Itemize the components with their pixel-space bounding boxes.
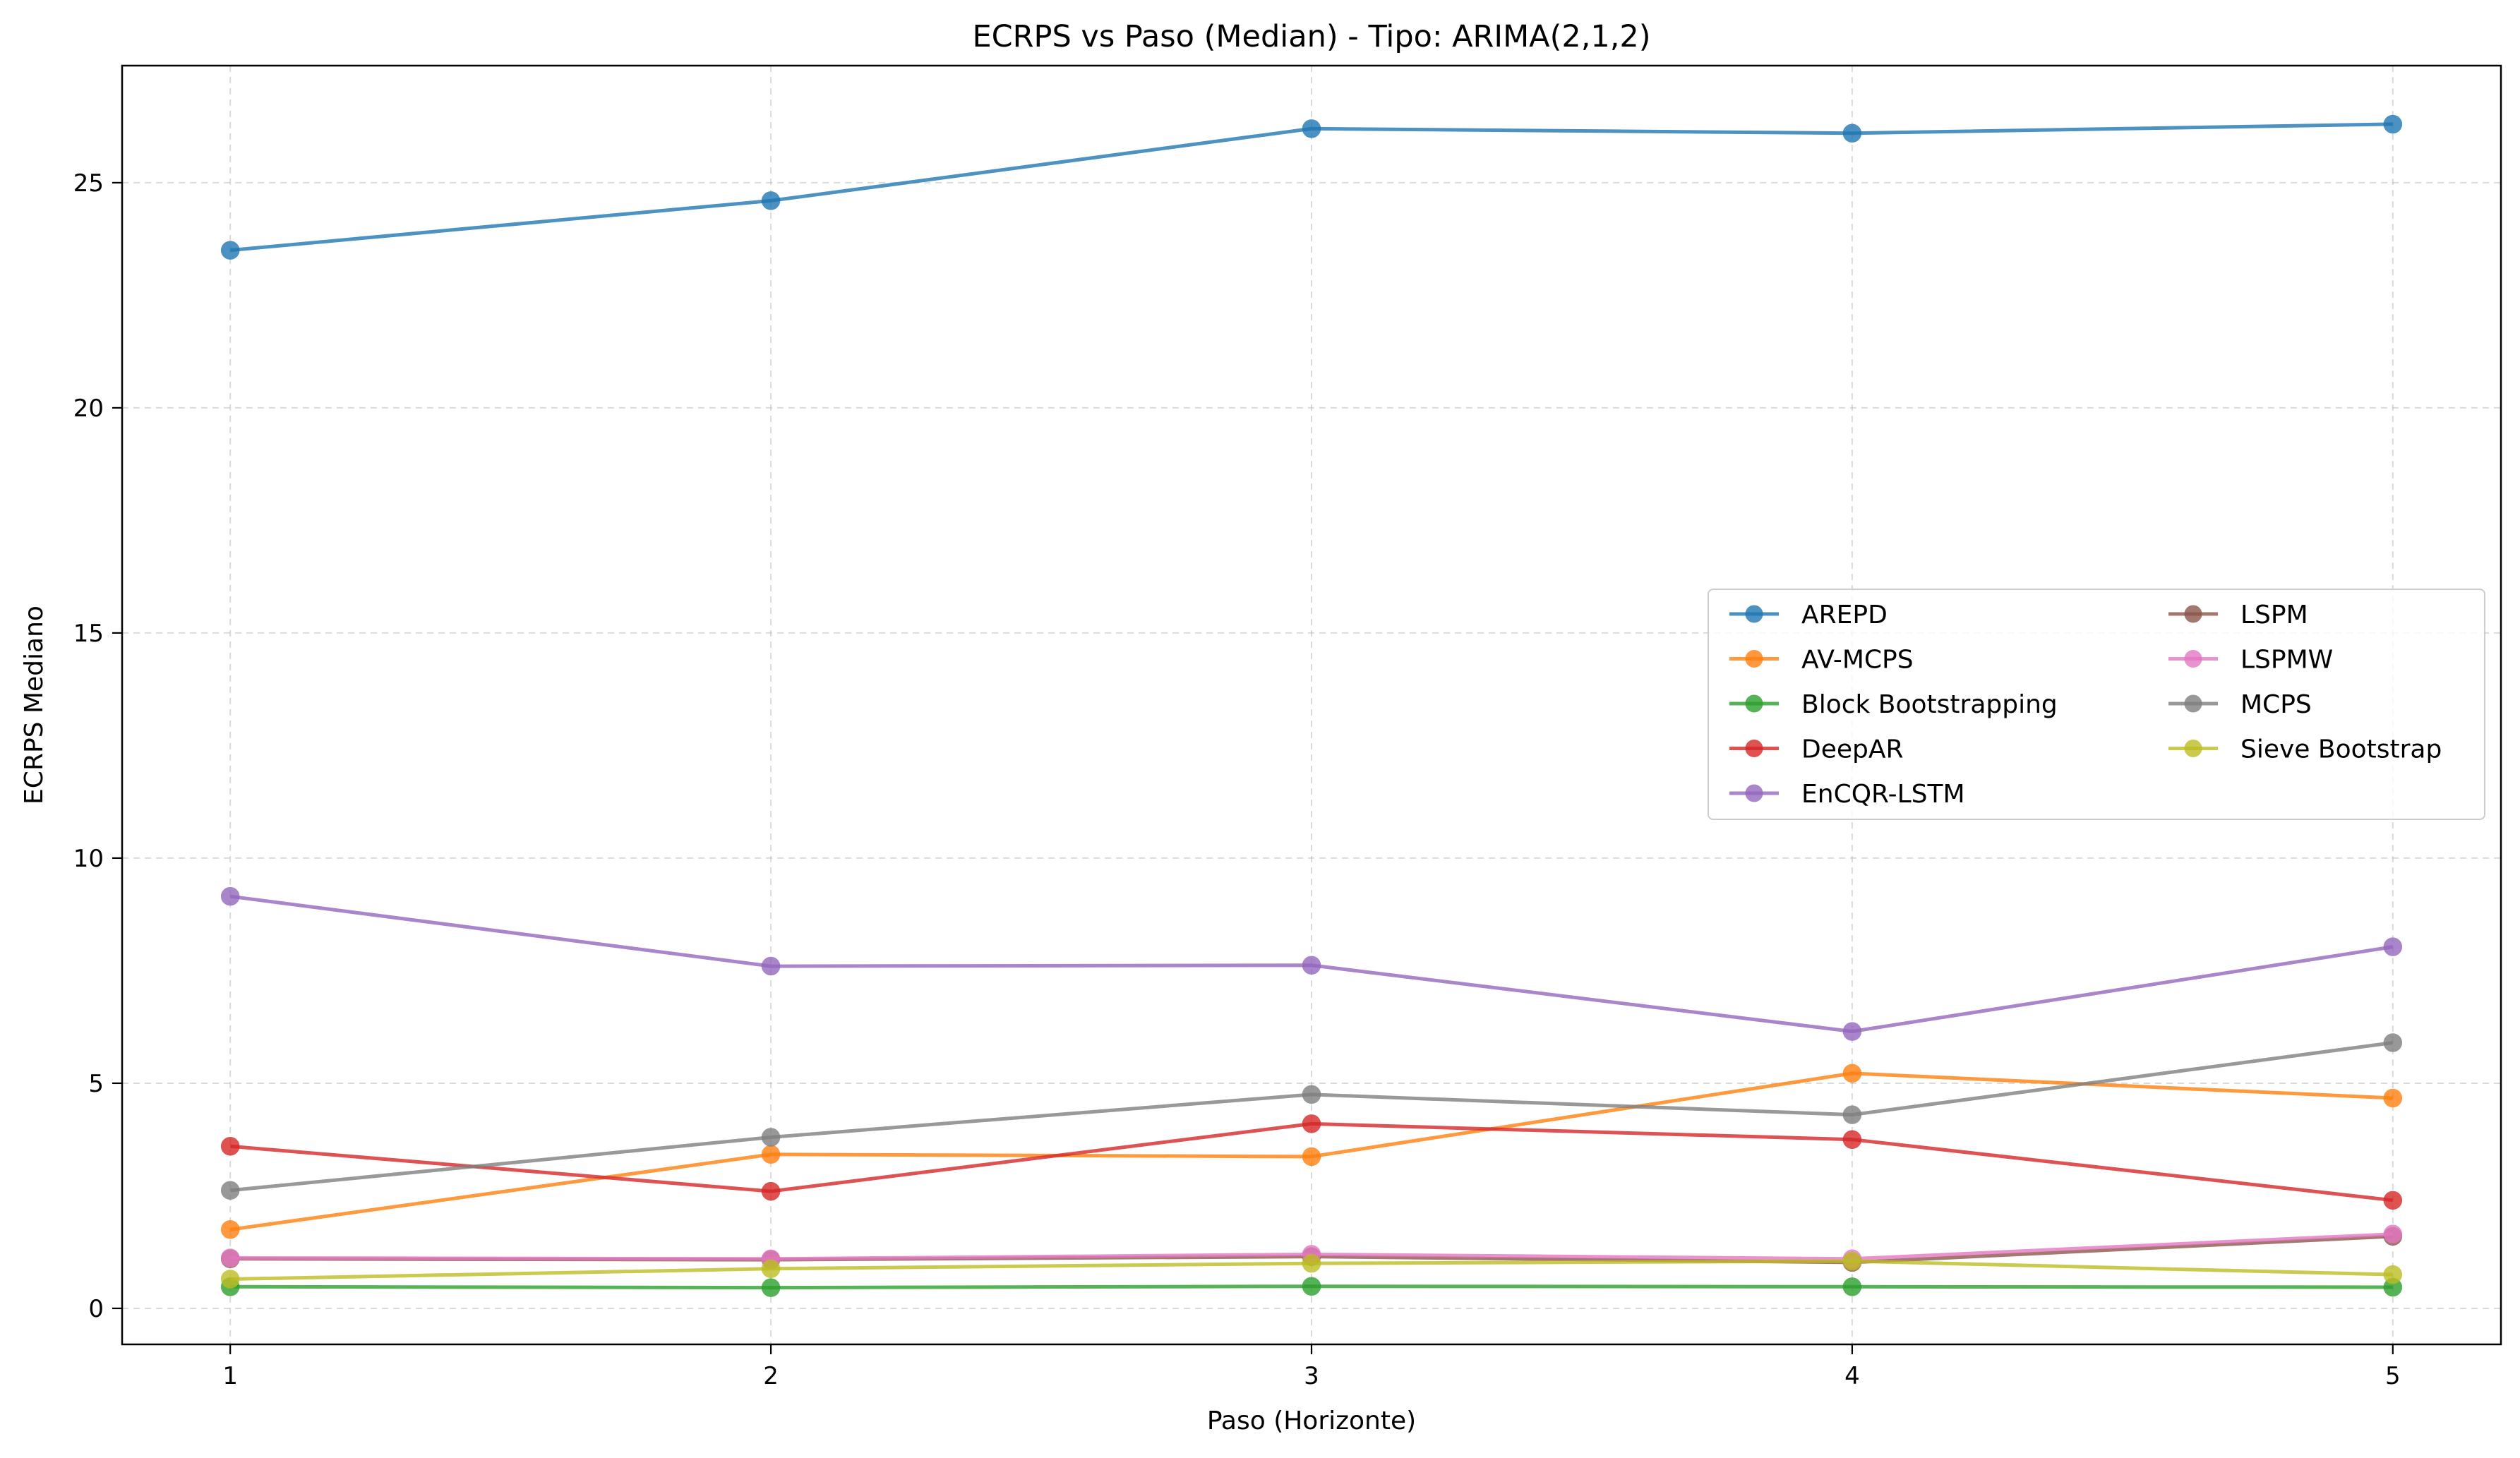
data-point-sieve-bootstrap — [2383, 1265, 2403, 1284]
legend-swatch-marker — [1745, 784, 1763, 802]
legend-label: Sieve Bootstrap — [2240, 735, 2442, 764]
data-point-sieve-bootstrap — [761, 1259, 781, 1279]
data-point-encqr-lstm — [220, 886, 240, 906]
legend-swatch-marker — [2184, 694, 2202, 713]
legend-item-arepd: AREPD — [1729, 601, 1888, 629]
legend-label: AV-MCPS — [1801, 646, 1914, 675]
y-tick-label: 10 — [73, 845, 104, 873]
legend-label: DeepAR — [1801, 735, 1904, 764]
x-tick-label: 2 — [763, 1362, 779, 1390]
legend-label: MCPS — [2240, 690, 2312, 719]
y-tick-label: 15 — [73, 620, 104, 648]
data-point-arepd — [220, 241, 240, 260]
data-point-arepd — [2383, 114, 2403, 134]
legend-item-block-bootstrapping: Block Bootstrapping — [1729, 690, 2058, 719]
data-point-encqr-lstm — [761, 956, 781, 976]
x-tick-label: 1 — [222, 1362, 238, 1390]
data-point-block-bootstrapping — [761, 1278, 781, 1297]
data-point-mcps — [2383, 1033, 2403, 1052]
x-axis-label: Paso (Horizonte) — [1207, 1406, 1416, 1435]
data-point-encqr-lstm — [1302, 956, 1321, 975]
data-point-av-mcps — [1842, 1064, 1862, 1083]
data-point-arepd — [1842, 123, 1862, 143]
data-point-lspmw — [220, 1248, 240, 1267]
legend-item-deepar: DeepAR — [1729, 735, 1904, 764]
data-point-sieve-bootstrap — [1842, 1251, 1862, 1271]
legend: AREPD AV-MCPS Block Bootstrapping DeepAR EnC… — [1708, 589, 2485, 820]
data-point-encqr-lstm — [2383, 937, 2403, 956]
series-arepd — [220, 114, 2403, 260]
data-point-lspmw — [2383, 1224, 2403, 1243]
y-tick-label: 0 — [88, 1295, 104, 1323]
y-tick-label: 25 — [73, 169, 104, 198]
legend-label: AREPD — [1801, 601, 1888, 629]
legend-item-sieve-bootstrap: Sieve Bootstrap — [2168, 735, 2442, 764]
legend-box — [1708, 589, 2485, 820]
y-tick-label: 20 — [73, 394, 104, 423]
legend-swatch-marker — [1745, 694, 1763, 713]
legend-label: LSPM — [2240, 601, 2308, 629]
data-point-av-mcps — [761, 1145, 781, 1164]
data-point-av-mcps — [2383, 1088, 2403, 1108]
data-point-arepd — [761, 191, 781, 210]
data-point-deepar — [1842, 1130, 1862, 1149]
data-point-arepd — [1302, 119, 1321, 138]
data-point-sieve-bootstrap — [1302, 1253, 1321, 1273]
data-point-deepar — [1302, 1114, 1321, 1133]
data-point-deepar — [761, 1181, 781, 1201]
data-point-sieve-bootstrap — [220, 1270, 240, 1289]
legend-item-mcps: MCPS — [2168, 690, 2312, 719]
legend-item-lspmw: LSPMW — [2168, 646, 2333, 675]
data-point-mcps — [761, 1128, 781, 1147]
x-tick-label: 4 — [1844, 1362, 1860, 1390]
x-tick-label: 5 — [2385, 1362, 2401, 1390]
legend-swatch-marker — [2184, 650, 2202, 668]
y-axis: 0 5 10 15 20 25 — [73, 169, 122, 1323]
chart-title: ECRPS vs Paso (Median) - Tipo: ARIMA(2,1… — [972, 19, 1650, 54]
y-axis-label: ECRPS Mediano — [20, 606, 49, 805]
legend-item-encqr-lstm: EnCQR-LSTM — [1729, 780, 1965, 809]
series-line-arepd — [229, 122, 2393, 253]
legend-swatch-marker — [1745, 740, 1763, 757]
legend-swatch-marker — [1745, 650, 1763, 668]
series-av-mcps — [220, 1064, 2403, 1239]
series-deepar — [220, 1114, 2403, 1210]
legend-label: Block Bootstrapping — [1801, 690, 2058, 719]
x-axis: 1 2 3 4 5 — [222, 1344, 2401, 1390]
data-point-encqr-lstm — [1842, 1022, 1862, 1041]
y-tick-label: 5 — [88, 1070, 104, 1098]
legend-item-lspm: LSPM — [2168, 601, 2308, 629]
legend-item-av-mcps: AV-MCPS — [1729, 646, 1914, 675]
legend-label: LSPMW — [2240, 646, 2333, 675]
legend-swatch-marker — [2184, 740, 2202, 757]
legend-label: EnCQR-LSTM — [1801, 780, 1965, 809]
x-tick-label: 3 — [1304, 1362, 1319, 1390]
data-point-mcps — [220, 1181, 240, 1200]
legend-swatch-marker — [2184, 605, 2202, 623]
series-block-bootstrapping — [220, 1277, 2403, 1297]
series-encqr-lstm — [220, 886, 2403, 1041]
data-point-mcps — [1302, 1085, 1321, 1104]
data-point-deepar — [220, 1137, 240, 1156]
series-mcps — [220, 1033, 2403, 1200]
data-point-block-bootstrapping — [1842, 1277, 1862, 1296]
data-point-av-mcps — [1302, 1147, 1321, 1167]
series-sieve-bootstrap — [220, 1251, 2403, 1289]
data-point-mcps — [1842, 1105, 1862, 1124]
data-point-block-bootstrapping — [1302, 1277, 1321, 1296]
series-layer — [220, 114, 2403, 1297]
data-point-deepar — [2383, 1191, 2403, 1210]
data-point-av-mcps — [220, 1220, 240, 1239]
legend-swatch-marker — [1745, 605, 1763, 623]
